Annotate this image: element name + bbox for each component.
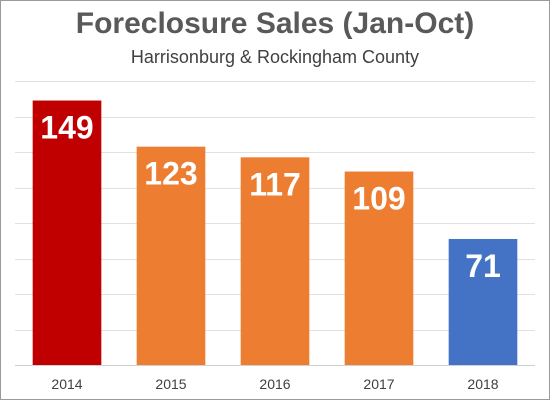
x-axis-tick-labels: 2014 2015 2016 2017 2018 [51, 376, 498, 392]
x-tick-label-2017: 2017 [363, 376, 394, 392]
bar-2015 [136, 146, 206, 365]
x-tick-label-2015: 2015 [155, 376, 186, 392]
bar-2017 [344, 171, 414, 365]
data-labels: 149 123 117 109 71 [40, 110, 500, 284]
x-tick-label-2018: 2018 [467, 376, 498, 392]
x-tick-label-2014: 2014 [51, 376, 82, 392]
bar-2014 [32, 100, 102, 366]
bar-2018 [448, 238, 518, 365]
data-label-2015: 123 [144, 156, 197, 192]
chart-title: Foreclosure Sales (Jan-Oct) [75, 7, 475, 40]
x-tick-label-2016: 2016 [259, 376, 290, 392]
data-label-2018: 71 [465, 248, 501, 284]
data-label-2017: 109 [352, 181, 405, 217]
chart-subtitle: Harrisonburg & Rockingham County [130, 47, 420, 67]
data-label-2016: 117 [249, 166, 301, 202]
data-label-2014: 149 [40, 110, 93, 146]
bar-2016 [240, 157, 310, 365]
bars [32, 100, 518, 366]
